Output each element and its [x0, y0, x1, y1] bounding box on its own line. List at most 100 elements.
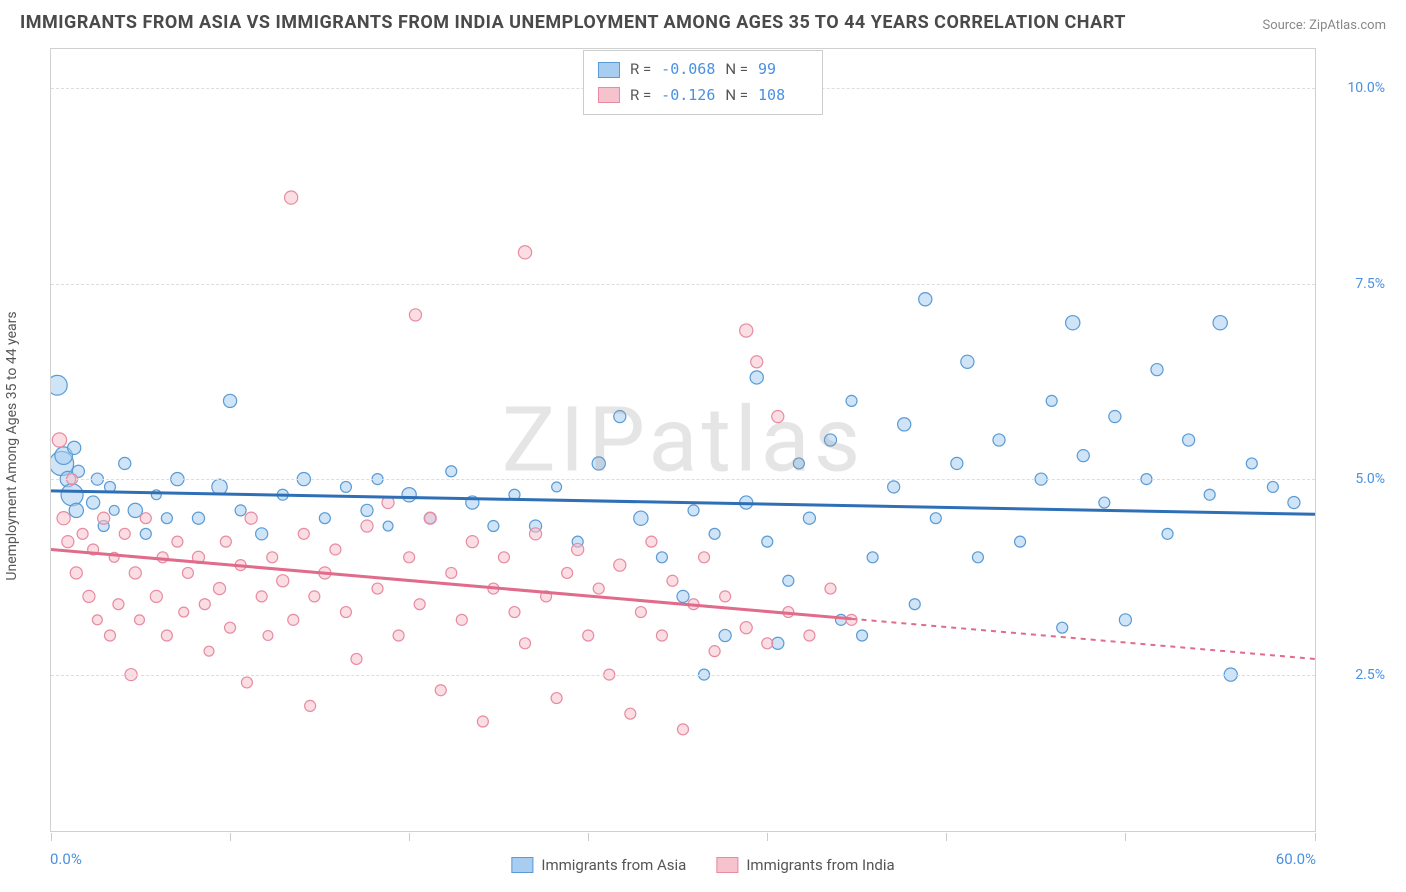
- stats-box: R = -0.068 N = 99 R = -0.126 N = 108: [583, 50, 823, 115]
- data-point: [477, 716, 488, 727]
- data-point: [298, 528, 309, 539]
- gridline: [51, 284, 1315, 285]
- data-point: [172, 536, 183, 547]
- legend-swatch-asia: [511, 857, 533, 873]
- data-point: [1077, 450, 1089, 462]
- data-point: [772, 410, 784, 422]
- data-point: [1183, 434, 1195, 446]
- data-point: [87, 496, 100, 509]
- data-point: [150, 590, 162, 602]
- data-point: [1162, 528, 1173, 539]
- stat-n-label: N =: [725, 57, 748, 83]
- stat-r-label: R =: [630, 83, 651, 109]
- data-point: [677, 590, 689, 602]
- stat-r-asia: -0.068: [661, 57, 715, 83]
- data-point: [720, 591, 731, 602]
- data-point: [83, 590, 95, 602]
- stat-n-india: 108: [758, 83, 808, 109]
- data-point: [709, 646, 720, 657]
- data-point: [1267, 481, 1278, 492]
- data-point: [225, 622, 236, 633]
- data-point: [919, 293, 932, 306]
- legend-label-asia: Immigrants from Asia: [541, 856, 686, 874]
- data-point: [614, 410, 626, 422]
- data-point: [867, 552, 878, 563]
- stats-row-asia: R = -0.068 N = 99: [598, 57, 808, 83]
- data-point: [277, 575, 289, 587]
- y-tick-label: 5.0%: [1325, 471, 1385, 487]
- gridline: [51, 479, 1315, 480]
- source-attribution: Source: ZipAtlas.com: [1262, 18, 1386, 33]
- data-point: [667, 575, 678, 586]
- data-point: [402, 488, 416, 502]
- data-point: [393, 630, 404, 641]
- data-point: [951, 457, 963, 469]
- stat-r-label: R =: [630, 57, 651, 83]
- data-point: [783, 575, 794, 586]
- x-axis-min-label: 0.0%: [50, 850, 82, 868]
- data-point: [592, 457, 605, 470]
- data-point: [92, 615, 102, 625]
- data-point: [212, 479, 227, 494]
- data-point: [740, 622, 752, 634]
- data-point: [404, 552, 415, 563]
- x-tick: [230, 833, 231, 841]
- data-point: [285, 191, 298, 204]
- data-point: [199, 599, 210, 610]
- data-point: [804, 630, 815, 641]
- data-point: [1015, 536, 1026, 547]
- trend-line: [51, 549, 852, 618]
- data-point: [635, 607, 646, 618]
- y-axis-label: Unemployment Among Ages 35 to 44 years: [4, 311, 20, 580]
- chart-svg: [51, 49, 1315, 831]
- data-point: [128, 503, 142, 517]
- data-point: [161, 513, 172, 524]
- data-point: [361, 504, 373, 516]
- data-point: [656, 630, 667, 641]
- data-point: [213, 583, 225, 595]
- data-point: [52, 433, 66, 447]
- data-point: [762, 638, 773, 649]
- swatch-asia: [598, 62, 620, 78]
- data-point: [113, 599, 124, 610]
- data-point: [961, 355, 974, 368]
- data-point: [709, 528, 720, 539]
- data-point: [562, 567, 573, 578]
- data-point: [98, 512, 110, 524]
- chart-title: IMMIGRANTS FROM ASIA VS IMMIGRANTS FROM …: [20, 12, 1126, 33]
- data-point: [235, 505, 246, 516]
- data-point: [245, 512, 257, 524]
- data-point: [518, 246, 531, 259]
- y-tick-label: 7.5%: [1325, 276, 1385, 292]
- data-point: [361, 520, 373, 532]
- data-point: [972, 552, 983, 563]
- data-point: [179, 607, 189, 617]
- data-point: [762, 536, 773, 547]
- data-point: [793, 458, 804, 469]
- data-point: [751, 356, 763, 368]
- data-point: [1288, 497, 1300, 509]
- data-point: [719, 629, 731, 641]
- data-point: [572, 543, 584, 555]
- data-point: [634, 511, 648, 525]
- data-point: [488, 521, 499, 532]
- data-point: [305, 700, 316, 711]
- data-point: [909, 599, 920, 610]
- x-tick: [946, 833, 947, 841]
- data-point: [456, 614, 467, 625]
- data-point: [1057, 622, 1068, 633]
- stats-row-india: R = -0.126 N = 108: [598, 83, 808, 109]
- data-point: [414, 599, 425, 610]
- data-point: [61, 484, 83, 506]
- data-point: [309, 591, 320, 602]
- data-point: [288, 614, 299, 625]
- data-point: [772, 637, 784, 649]
- data-point: [846, 395, 857, 406]
- data-point: [204, 646, 214, 656]
- data-point: [267, 552, 278, 563]
- x-tick: [409, 833, 410, 841]
- data-point: [104, 630, 115, 641]
- data-point: [678, 724, 689, 735]
- stat-n-asia: 99: [758, 57, 808, 83]
- data-point: [888, 481, 900, 493]
